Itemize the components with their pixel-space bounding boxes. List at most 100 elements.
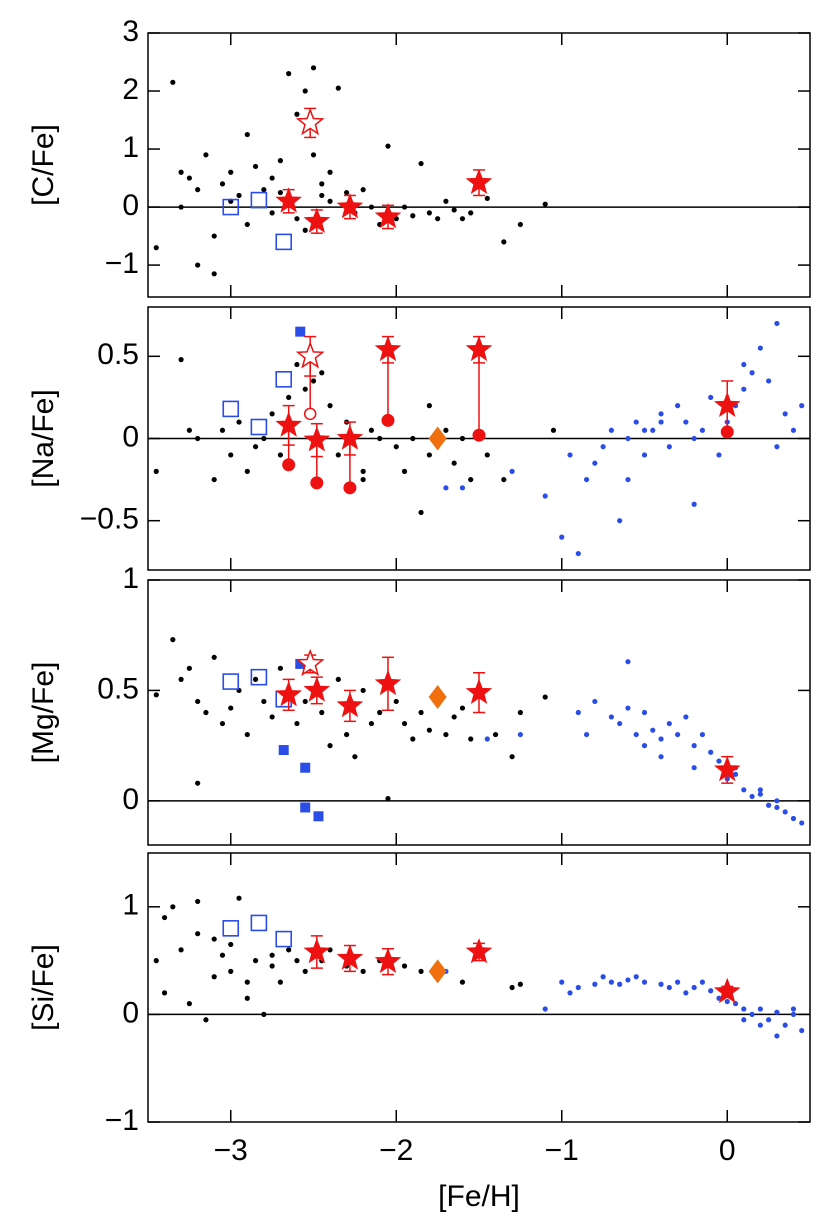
point: [236, 895, 242, 901]
point: [757, 787, 763, 793]
point: [575, 550, 581, 557]
point: [368, 204, 375, 210]
open-star: [295, 341, 325, 369]
point: [186, 175, 192, 181]
point: [757, 791, 763, 797]
point: [658, 736, 664, 742]
point: [509, 984, 515, 991]
point: [625, 977, 631, 983]
point: [252, 163, 259, 170]
filled-square: [300, 802, 311, 813]
y-axis-label: [C/Fe]: [27, 124, 60, 206]
point: [261, 187, 267, 193]
y-axis-label: [Mg/Fe]: [27, 662, 60, 764]
point: [708, 988, 714, 994]
point: [319, 181, 325, 187]
open-circle: [303, 407, 317, 421]
star: [713, 755, 741, 782]
point: [286, 947, 292, 953]
point: [633, 974, 639, 980]
point: [435, 216, 441, 222]
point: [269, 210, 275, 216]
point: [211, 233, 217, 239]
point: [749, 1011, 755, 1018]
point: [327, 403, 333, 409]
point: [774, 1009, 780, 1015]
point: [691, 501, 697, 507]
point: [310, 378, 317, 384]
filled-square: [313, 811, 324, 822]
star: [374, 669, 402, 696]
point: [708, 394, 714, 401]
point: [294, 111, 300, 117]
point: [195, 262, 201, 268]
point: [211, 936, 217, 942]
open-square: [222, 400, 240, 418]
point: [790, 427, 797, 433]
plot-frame: [147, 32, 811, 298]
point: [186, 427, 192, 433]
point: [790, 815, 797, 822]
filled-square: [295, 658, 306, 669]
point: [542, 493, 548, 499]
point: [418, 709, 424, 716]
point: [195, 780, 201, 786]
point: [583, 476, 590, 483]
point: [517, 731, 523, 738]
point: [774, 444, 780, 450]
point: [517, 221, 523, 228]
point: [724, 998, 730, 1005]
x-tick-label: −3: [214, 1134, 248, 1167]
point: [666, 984, 672, 991]
circle: [472, 428, 486, 442]
point: [228, 169, 234, 175]
y-tick-label: 0.5: [97, 338, 139, 371]
point: [799, 1027, 805, 1034]
point: [203, 709, 209, 716]
point: [244, 221, 250, 228]
point: [368, 720, 375, 727]
point: [732, 1001, 739, 1007]
star: [713, 977, 741, 1004]
point: [277, 189, 283, 196]
diamond: [428, 685, 447, 710]
point: [195, 435, 201, 442]
open-star: [295, 107, 325, 136]
point: [335, 452, 341, 458]
point: [236, 192, 242, 199]
point: [426, 403, 432, 409]
point: [509, 468, 515, 474]
point: [468, 736, 474, 742]
point: [252, 444, 259, 450]
point: [170, 637, 176, 643]
point: [691, 765, 697, 771]
point: [410, 435, 416, 442]
point: [252, 676, 259, 682]
point: [418, 968, 424, 974]
point: [302, 88, 308, 94]
point: [459, 435, 466, 442]
open-square: [250, 191, 268, 209]
point: [459, 979, 466, 985]
point: [749, 370, 755, 376]
point: [542, 1006, 548, 1012]
star: [374, 947, 402, 973]
point: [426, 210, 432, 216]
point: [219, 720, 226, 727]
point: [517, 981, 523, 987]
circle: [720, 425, 734, 439]
point: [675, 403, 681, 409]
y-axis-label: [Si/Fe]: [27, 944, 60, 1031]
point: [178, 204, 184, 210]
point: [203, 152, 209, 158]
y-tick-label: −1: [105, 1104, 139, 1137]
point: [592, 460, 598, 466]
point: [211, 974, 217, 980]
point: [385, 796, 391, 802]
point: [608, 427, 615, 433]
point: [244, 731, 250, 738]
point: [650, 427, 656, 433]
point: [741, 361, 747, 368]
point: [294, 958, 300, 964]
star: [465, 335, 493, 362]
